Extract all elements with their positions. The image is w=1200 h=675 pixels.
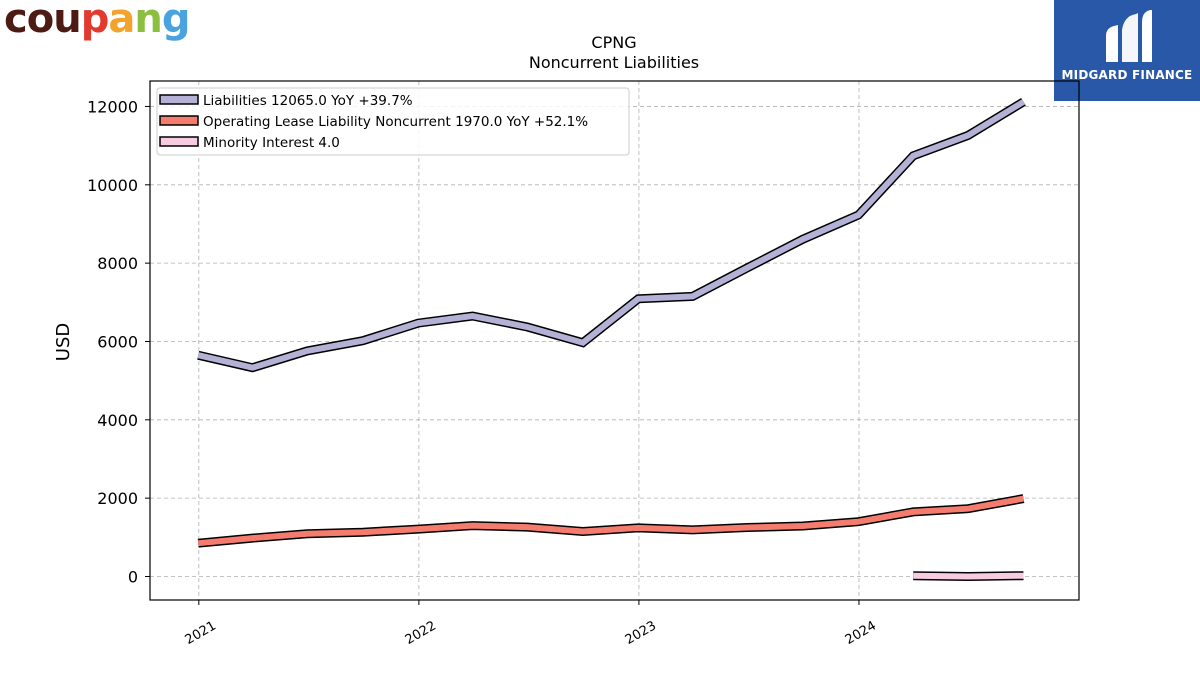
x-axis: 2021 2022 2023 2024: [183, 600, 879, 648]
logo-letter: o: [26, 0, 55, 42]
midgard-finance-badge: MIDGARD FINANCE: [1054, 0, 1200, 101]
x-tick-label: 2023: [623, 618, 659, 648]
y-tick-label: 0: [128, 567, 138, 586]
y-tick-label: 4000: [97, 411, 138, 430]
legend-entry: Operating Lease Liability Noncurrent 197…: [203, 114, 588, 130]
logo-letter: u: [53, 0, 82, 42]
x-tick-label: 2022: [403, 618, 439, 648]
series-line: [913, 572, 1024, 580]
midgard-finance-label: MIDGARD FINANCE: [1061, 68, 1193, 82]
logo-letter: a: [108, 0, 135, 42]
x-tick-label: 2024: [843, 618, 879, 648]
series-outline: [197, 494, 1025, 548]
y-axis: 0 2000 4000 6000 8000 10000 12000: [87, 97, 150, 586]
legend-box: [156, 87, 630, 156]
logo-letter: c: [4, 0, 28, 42]
legend-swatch: [159, 115, 199, 126]
coupang-logo: coupang: [4, 0, 191, 42]
x-tick-label: 2021: [183, 618, 219, 648]
chart-title: CPNG: [591, 33, 636, 52]
series-line: [197, 495, 1025, 547]
legend-entry: Liabilities 12065.0 YoY +39.7%: [203, 93, 413, 109]
series-line: [197, 99, 1026, 371]
logo-letter: n: [134, 0, 163, 42]
y-tick-label: 12000: [87, 97, 138, 116]
logo-letter: p: [80, 0, 110, 42]
legend-entry: Minority Interest 4.0: [203, 135, 340, 151]
y-tick-label: 8000: [97, 254, 138, 273]
y-axis-label: USD: [53, 323, 74, 361]
y-tick-label: 6000: [97, 332, 138, 351]
chart-subtitle: Noncurrent Liabilities: [529, 53, 699, 72]
grid: [150, 81, 1079, 600]
legend-swatch: [159, 94, 199, 105]
y-tick-label: 10000: [87, 176, 138, 195]
y-tick-label: 2000: [97, 489, 138, 508]
series-layer: [197, 97, 1026, 582]
logo-letter: g: [161, 0, 191, 42]
midgard-logo-icon: [1106, 10, 1152, 62]
legend: Liabilities 12065.0 YoY +39.7% Operating …: [156, 87, 630, 156]
plot-frame: [149, 80, 1080, 601]
legend-swatch: [159, 136, 199, 147]
